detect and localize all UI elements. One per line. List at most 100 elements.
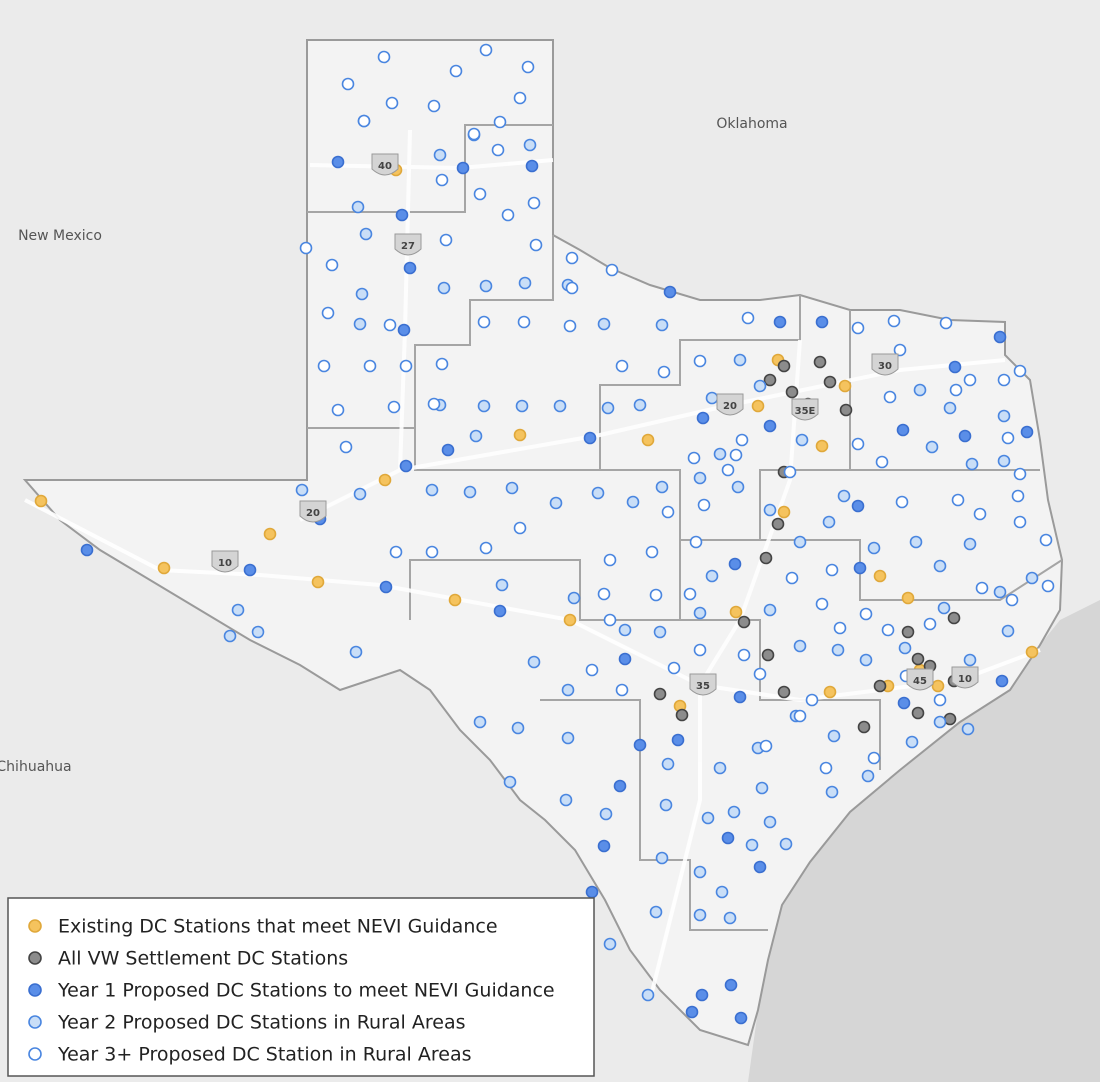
- station-marker: [427, 99, 441, 113]
- station-marker: [727, 805, 741, 819]
- station-marker: [785, 571, 799, 585]
- station-marker: [529, 238, 543, 252]
- station-marker: [773, 315, 787, 329]
- station-marker: [433, 148, 447, 162]
- station-marker: [893, 343, 907, 357]
- station-marker: [363, 359, 377, 373]
- station-marker: [693, 865, 707, 879]
- station-marker: [649, 588, 663, 602]
- station-marker: [851, 437, 865, 451]
- station-marker: [963, 537, 977, 551]
- station-marker: [825, 785, 839, 799]
- station-marker: [898, 641, 912, 655]
- station-marker: [822, 515, 836, 529]
- station-marker: [859, 653, 873, 667]
- station-marker: [901, 591, 915, 605]
- station-marker: [963, 373, 977, 387]
- station-marker: [618, 623, 632, 637]
- station-marker: [663, 285, 677, 299]
- station-marker: [603, 613, 617, 627]
- station-marker: [379, 580, 393, 594]
- legend-items: Existing DC Stations that meet NEVI Guid…: [28, 916, 555, 1066]
- station-marker: [851, 321, 865, 335]
- station-marker: [733, 353, 747, 367]
- station-marker: [851, 499, 865, 513]
- station-marker: [693, 606, 707, 620]
- highway-shield: [906, 668, 934, 691]
- station-marker: [1005, 593, 1019, 607]
- station-marker: [477, 399, 491, 413]
- station-marker: [559, 793, 573, 807]
- station-marker: [317, 359, 331, 373]
- station-marker: [909, 535, 923, 549]
- station-marker: [633, 398, 647, 412]
- station-marker: [653, 625, 667, 639]
- station-marker: [901, 625, 915, 639]
- station-marker: [713, 761, 727, 775]
- station-marker: [331, 155, 345, 169]
- station-marker: [963, 653, 977, 667]
- station-marker: [561, 731, 575, 745]
- station-marker: [473, 715, 487, 729]
- station-marker: [763, 419, 777, 433]
- highway-shield: [716, 393, 744, 416]
- station-marker: [753, 667, 767, 681]
- station-marker: [965, 457, 979, 471]
- station-marker: [157, 561, 171, 575]
- legend-marker: [28, 983, 42, 997]
- station-marker: [583, 431, 597, 445]
- highway-shield: [951, 666, 979, 689]
- station-marker: [603, 937, 617, 951]
- legend-label: Year 1 Proposed DC Stations to meet NEVI…: [57, 980, 555, 1002]
- station-marker: [1020, 425, 1034, 439]
- station-marker: [838, 379, 852, 393]
- station-marker: [425, 545, 439, 559]
- station-marker: [973, 507, 987, 521]
- station-marker: [353, 487, 367, 501]
- station-marker: [913, 383, 927, 397]
- legend-label: Year 3+ Proposed DC Station in Rural Are…: [57, 1044, 472, 1066]
- station-marker: [701, 811, 715, 825]
- station-marker: [729, 448, 743, 462]
- station-marker: [441, 443, 455, 457]
- station-marker: [493, 115, 507, 129]
- highway-shield: [211, 550, 239, 573]
- station-marker: [435, 357, 449, 371]
- highway-number: 35: [696, 681, 710, 692]
- station-marker: [763, 503, 777, 517]
- station-marker: [897, 696, 911, 710]
- station-marker: [477, 315, 491, 329]
- station-marker: [785, 385, 799, 399]
- station-marker: [911, 652, 925, 666]
- station-marker: [958, 429, 972, 443]
- station-marker: [689, 535, 703, 549]
- legend-marker: [28, 1015, 42, 1029]
- station-marker: [251, 625, 265, 639]
- station-marker: [933, 715, 947, 729]
- station-marker: [383, 318, 397, 332]
- station-marker: [993, 585, 1007, 599]
- station-marker: [961, 722, 975, 736]
- station-marker: [439, 233, 453, 247]
- station-marker: [819, 761, 833, 775]
- highway-number: 20: [723, 401, 737, 412]
- station-marker: [693, 908, 707, 922]
- station-marker: [683, 587, 697, 601]
- station-marker: [521, 60, 535, 74]
- station-marker: [759, 551, 773, 565]
- station-marker: [597, 587, 611, 601]
- station-marker: [905, 735, 919, 749]
- station-marker: [349, 645, 363, 659]
- highway-number: 27: [401, 241, 415, 252]
- station-marker: [585, 885, 599, 899]
- station-marker: [479, 43, 493, 57]
- station-marker: [469, 429, 483, 443]
- station-marker: [331, 403, 345, 417]
- region-label: Oklahoma: [716, 116, 787, 132]
- station-marker: [615, 359, 629, 373]
- station-marker: [1041, 579, 1055, 593]
- highway-number: 35E: [795, 406, 816, 417]
- highway-shield: [791, 398, 819, 421]
- highway-shield: [394, 233, 422, 256]
- station-marker: [873, 569, 887, 583]
